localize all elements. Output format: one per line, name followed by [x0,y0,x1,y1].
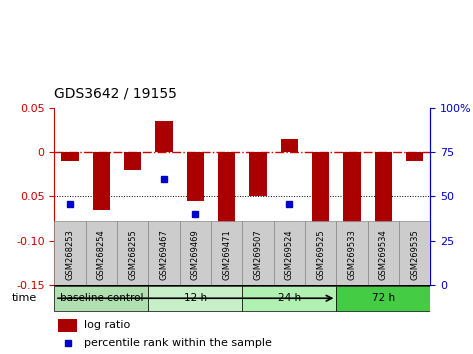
Text: GSM268253: GSM268253 [66,229,75,280]
Text: GSM269524: GSM269524 [285,229,294,280]
FancyBboxPatch shape [399,221,430,285]
Text: log ratio: log ratio [85,320,131,330]
Text: GSM269467: GSM269467 [159,229,168,280]
Bar [124,152,141,170]
Text: GSM269507: GSM269507 [254,229,263,280]
FancyBboxPatch shape [305,221,336,285]
Text: baseline control: baseline control [60,293,143,303]
Bar [281,139,298,152]
Text: percentile rank within the sample: percentile rank within the sample [85,338,272,348]
FancyBboxPatch shape [243,221,274,285]
FancyBboxPatch shape [336,285,430,311]
Bar [218,152,236,245]
FancyBboxPatch shape [243,285,336,311]
Bar [343,152,361,227]
Bar [61,152,79,161]
Bar [249,152,267,196]
Text: GSM269533: GSM269533 [348,229,357,280]
FancyBboxPatch shape [86,221,117,285]
Text: GDS3642 / 19155: GDS3642 / 19155 [54,87,177,101]
Text: GSM269534: GSM269534 [379,229,388,280]
Bar [156,121,173,152]
Bar [58,319,77,332]
FancyBboxPatch shape [336,221,368,285]
Bar [187,152,204,201]
Text: 12 h: 12 h [184,293,207,303]
FancyBboxPatch shape [149,221,180,285]
FancyBboxPatch shape [117,221,149,285]
FancyBboxPatch shape [54,285,149,311]
FancyBboxPatch shape [368,221,399,285]
Text: GSM269525: GSM269525 [316,229,325,280]
Text: GSM269471: GSM269471 [222,229,231,280]
Text: time: time [12,293,37,303]
Bar [93,152,110,210]
Text: GSM269535: GSM269535 [410,229,419,280]
Bar [406,152,423,161]
FancyBboxPatch shape [211,221,243,285]
Text: GSM268254: GSM268254 [97,229,106,280]
FancyBboxPatch shape [274,221,305,285]
FancyBboxPatch shape [54,221,86,285]
FancyBboxPatch shape [149,285,243,311]
Text: GSM269469: GSM269469 [191,229,200,280]
FancyBboxPatch shape [180,221,211,285]
Bar [312,152,329,245]
Text: 72 h: 72 h [372,293,395,303]
Text: 24 h: 24 h [278,293,301,303]
Text: GSM268255: GSM268255 [128,229,137,280]
Bar [375,152,392,263]
